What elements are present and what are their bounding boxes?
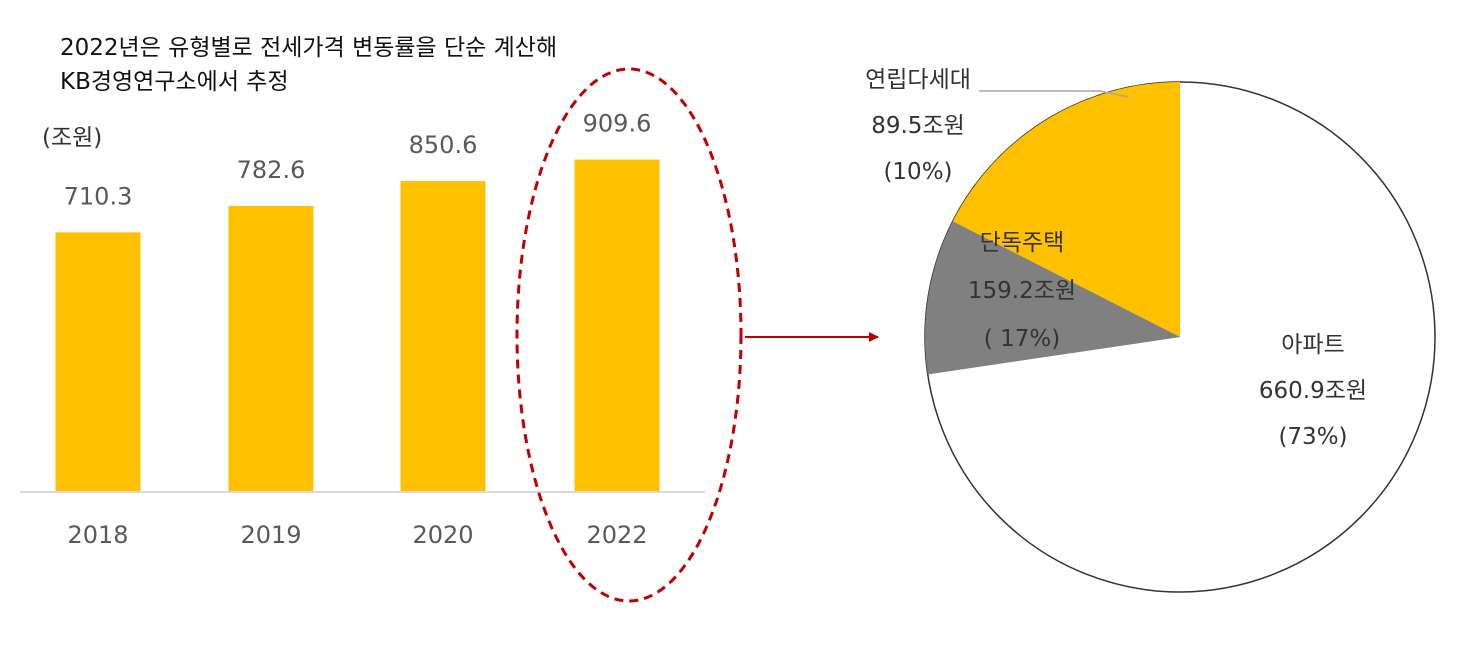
note-line-1: 2022년은 유형별로 전세가격 변동률을 단순 계산해 (60, 35, 557, 61)
bar-2019 (228, 205, 314, 492)
bar-value-label-2018: 710.3 (64, 182, 133, 210)
bar-value-labels: 710.3 782.6 850.6 909.6 (64, 110, 652, 211)
bar-value-label-2022: 909.6 (583, 110, 652, 138)
bar-2018 (55, 232, 141, 492)
pie-chart (924, 81, 1436, 593)
bar-value-label-2020: 850.6 (409, 131, 478, 159)
pie-label-0-percent-label: (73%) (1278, 424, 1347, 450)
x-tick-2020: 2020 (412, 521, 473, 549)
x-tick-labels: 2018 2019 2020 2022 (67, 521, 647, 549)
pie-labels: 아파트 660.9조원 (73%) 연립다세대 89.5조원 (10%) 단독주택 159.2… (865, 67, 1367, 450)
x-tick-2018: 2018 (67, 521, 128, 549)
pie-slice-0 (927, 82, 1436, 592)
bar-value-label-2019: 782.6 (237, 156, 306, 184)
bar-2020 (400, 181, 486, 492)
pie-label-2-name: 단독주택 (980, 230, 1065, 256)
pie-label-0-value-label: 660.9조원 (1259, 378, 1367, 404)
pie-label-2-value-label: 159.2조원 (968, 278, 1076, 304)
pie-label-0-name: 아파트 (1281, 332, 1344, 358)
note-line-2: KB경영연구소에서 추정 (60, 69, 289, 95)
unit-label: (조원) (42, 125, 102, 151)
pie-label-1-name: 연립다세대 (865, 67, 971, 93)
bar-2022 (574, 159, 660, 492)
bar-series (55, 159, 660, 492)
pie-slice-fill-1 (925, 221, 1180, 375)
pie-label-1-value-label: 89.5조원 (871, 113, 965, 139)
pie-label-1-percent-label: (10%) (883, 159, 952, 185)
x-tick-2022: 2022 (586, 521, 647, 549)
leader-line-multi (979, 90, 1129, 98)
x-tick-2019: 2019 (240, 521, 301, 549)
highlight-ellipse (515, 67, 743, 603)
pie-slice-fill-2 (952, 82, 1180, 337)
pie-label-2-percent-label: ( 17%) (984, 326, 1060, 352)
